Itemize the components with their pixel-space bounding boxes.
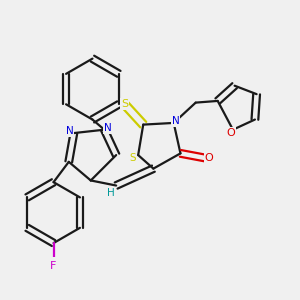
Text: S: S [121, 99, 128, 109]
Text: N: N [104, 123, 112, 133]
Text: O: O [227, 128, 236, 138]
Text: F: F [50, 261, 57, 271]
Text: O: O [205, 154, 214, 164]
Text: H: H [107, 188, 115, 198]
Text: N: N [172, 116, 179, 126]
Text: N: N [66, 126, 74, 136]
Text: S: S [130, 154, 136, 164]
